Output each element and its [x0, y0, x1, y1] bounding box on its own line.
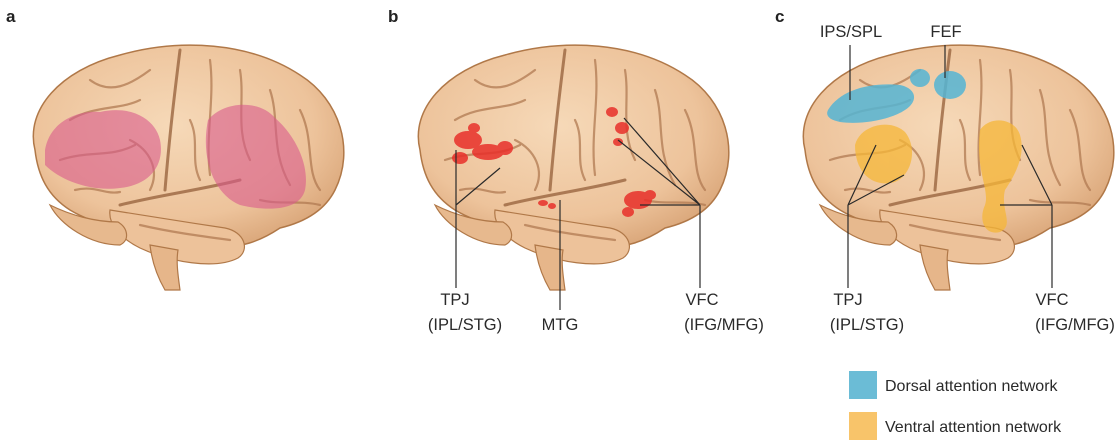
label-c-tpj: TPJ [833, 291, 862, 309]
panel-letter-a: a [6, 7, 16, 26]
label-b-ipl-stg: (IPL/STG) [428, 316, 502, 334]
leader-b-vfc [617, 117, 701, 288]
leader-c-vfc [1000, 144, 1053, 288]
panel-b: b TPJ (IPL/STG) MTG [388, 7, 764, 334]
panel-a: a [6, 7, 346, 292]
label-b-mtg: MTG [542, 316, 579, 334]
label-b-vfc: VFC [686, 291, 719, 309]
label-c-vfc: VFC [1036, 291, 1069, 309]
panel-c: c IPS/SPL FEF TPJ (IPL/STG) VFC (IFG/MFG… [775, 7, 1116, 334]
panel-letter-c: c [775, 7, 784, 26]
legend-swatch-ventral [849, 412, 877, 440]
legend-swatch-dorsal [849, 371, 877, 399]
label-c-fef: FEF [930, 23, 961, 41]
activation-mtg [538, 200, 556, 209]
dorsal-network-region [827, 69, 966, 123]
legend-label-ventral: Ventral attention network [885, 419, 1062, 436]
activation-vfc-superior [606, 107, 629, 146]
leader-c-tpj [847, 144, 905, 288]
legend: Dorsal attention network Ventral attenti… [849, 371, 1062, 440]
leader-b-tpj [455, 150, 501, 288]
frontal-region [205, 104, 306, 209]
panel-letter-b: b [388, 7, 398, 26]
parietal-region [45, 110, 161, 189]
legend-label-dorsal: Dorsal attention network [885, 378, 1059, 395]
label-c-ifg-mfg: (IFG/MFG) [1035, 316, 1115, 334]
brain-b [416, 43, 731, 292]
label-b-ifg-mfg: (IFG/MFG) [684, 316, 764, 334]
label-c-ipl-stg: (IPL/STG) [830, 316, 904, 334]
ventral-network-region [855, 120, 1022, 233]
label-c-ips-spl: IPS/SPL [820, 23, 882, 41]
label-b-tpj: TPJ [440, 291, 469, 309]
